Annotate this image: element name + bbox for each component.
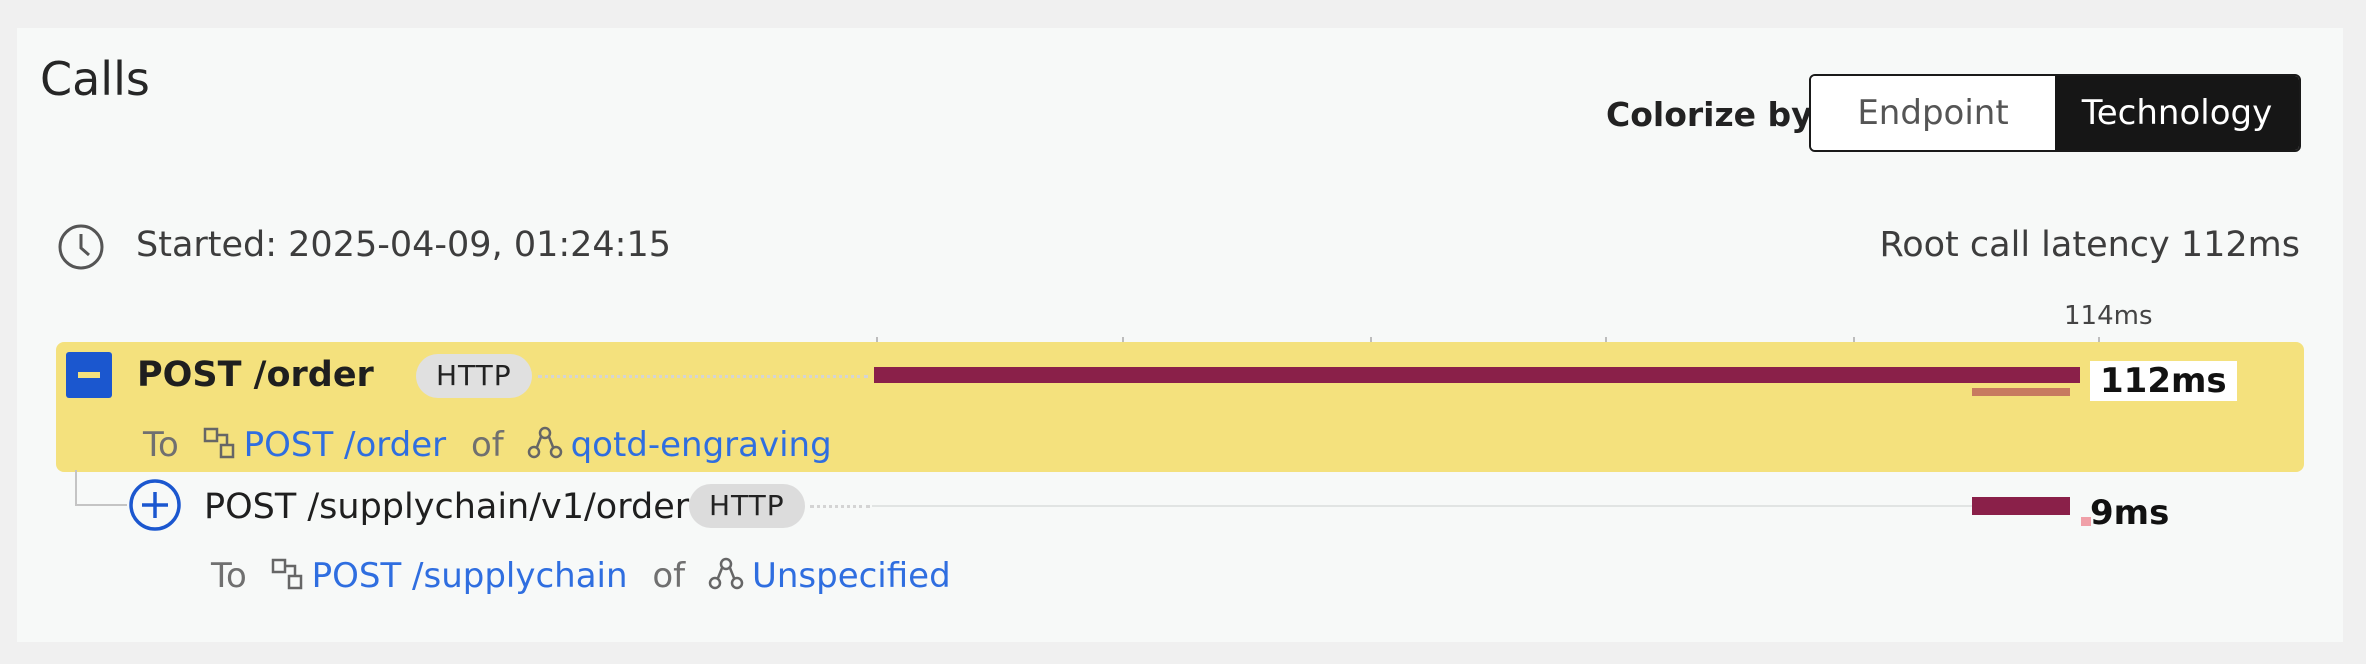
service-icon [708, 557, 744, 590]
dotted-connector [810, 505, 870, 508]
call-target-line: To POST /order of qotd-engraving [143, 425, 832, 465]
endpoint-link[interactable]: POST /order [243, 425, 447, 465]
tree-connector [75, 504, 127, 506]
endpoint-link[interactable]: POST /supplychain [311, 556, 628, 596]
to-word: To [211, 556, 247, 596]
root-call-latency: Root call latency 112ms [1879, 225, 2300, 265]
of-word: of [470, 425, 504, 465]
panel-title: Calls [40, 52, 150, 106]
collapse-icon[interactable] [66, 352, 112, 398]
call-target-line: To POST /supplychain of Unspecified [211, 556, 951, 596]
expand-icon[interactable] [128, 478, 182, 532]
latency-marker [2081, 517, 2091, 526]
latency-bar[interactable] [874, 367, 2080, 383]
colorize-label: Colorize by [1606, 95, 1813, 134]
dotted-connector [538, 375, 868, 378]
technology-badge: HTTP [416, 354, 532, 398]
call-name: POST /supplychain/v1/order [204, 487, 690, 527]
clock-icon [58, 224, 104, 270]
colorize-toggle: Endpoint Technology [1809, 74, 2301, 152]
colorize-endpoint-option[interactable]: Endpoint [1811, 76, 2055, 150]
tree-connector [75, 470, 77, 506]
call-name: POST /order [137, 355, 374, 395]
endpoint-icon [203, 427, 234, 459]
call-latency: 9ms [2090, 493, 2170, 533]
timeline-axis-label: 114ms [2064, 301, 2153, 331]
colorize-technology-option[interactable]: Technology [2055, 76, 2299, 150]
technology-badge: HTTP [689, 484, 805, 528]
timeline-track [872, 505, 1972, 507]
latency-bar[interactable] [1972, 497, 2070, 515]
call-latency: 112ms [2090, 361, 2237, 401]
to-word: To [143, 425, 179, 465]
endpoint-icon [271, 558, 302, 590]
child-latency-bar [1972, 388, 2070, 396]
started-time: Started: 2025-04-09, 01:24:15 [136, 225, 672, 265]
of-word: of [652, 556, 686, 596]
service-link[interactable]: Unspecified [751, 556, 951, 596]
service-link[interactable]: qotd-engraving [570, 425, 832, 465]
service-icon [527, 426, 562, 459]
